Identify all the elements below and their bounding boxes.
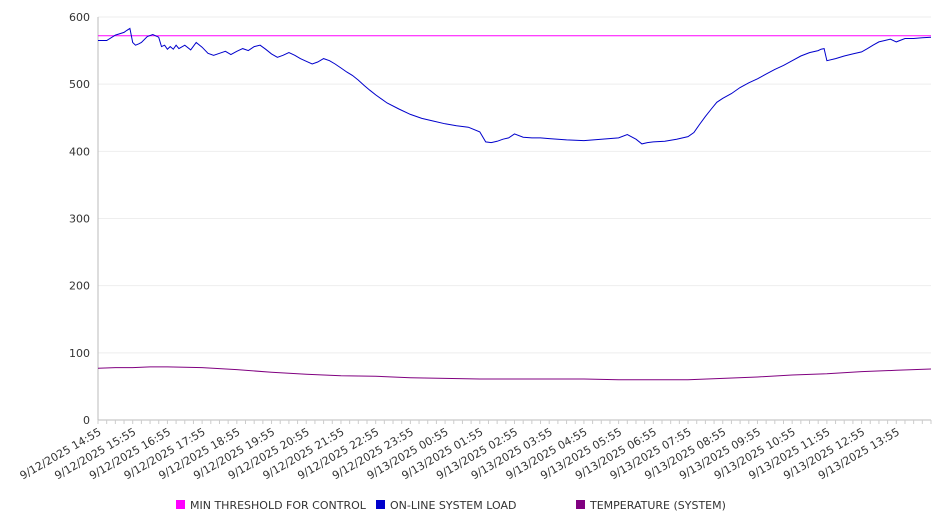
y-tick-label: 200 — [69, 280, 90, 293]
y-tick-label: 600 — [69, 11, 90, 24]
gridlines — [98, 16, 931, 354]
legend-swatch — [176, 500, 185, 509]
y-tick-labels: 0 100 200 300 400 500 600 — [69, 11, 90, 427]
series-line-1 — [98, 27, 932, 145]
legend-label: TEMPERATURE (SYSTEM) — [589, 499, 726, 512]
legend: MIN THRESHOLD FOR CONTROL ON-LINE SYSTEM … — [176, 499, 726, 512]
series-line-2 — [97, 366, 932, 381]
y-tick-label: 100 — [69, 347, 90, 360]
x-minor-ticks — [97, 420, 932, 424]
legend-label: ON-LINE SYSTEM LOAD — [390, 499, 516, 512]
y-tick-label: 400 — [69, 145, 90, 158]
legend-swatch — [576, 500, 585, 509]
series-layer — [97, 27, 932, 381]
y-tick-label: 0 — [83, 414, 90, 427]
legend-swatch — [376, 500, 385, 509]
x-tick-labels: 9/12/2025 14:559/12/2025 15:559/12/2025 … — [18, 425, 902, 482]
y-tick-label: 500 — [69, 78, 90, 91]
y-tick-label: 300 — [69, 213, 90, 226]
legend-label: MIN THRESHOLD FOR CONTROL — [190, 499, 367, 512]
